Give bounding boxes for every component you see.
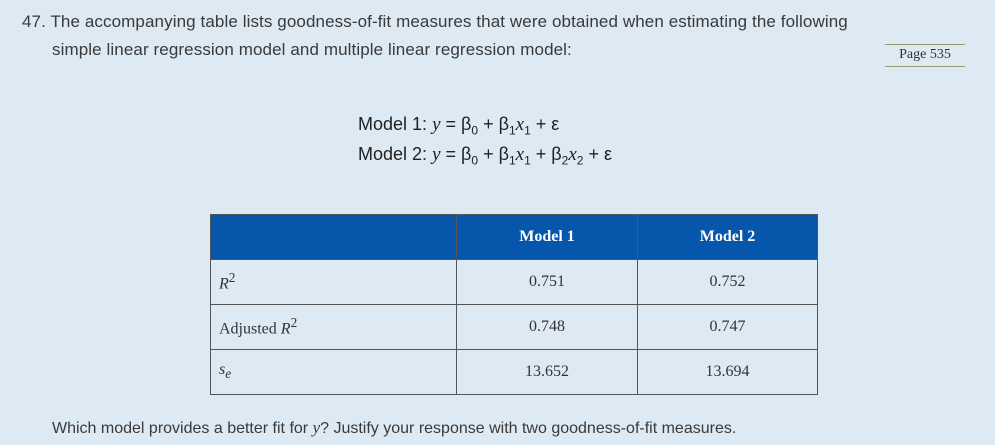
row-label-adjusted-r-squared: Adjusted R2 [210,304,457,350]
row-label-r-squared: R2 [210,259,457,305]
table-row-adjusted-r-squared: Adjusted R2 0.748 0.747 [210,304,818,350]
problem-statement-line-1: 47. The accompanying table lists goodnes… [22,12,848,31]
equation-model-1-label: Model 1 [358,114,423,134]
table-header-blank [210,214,457,260]
table-row-r-squared: R2 0.751 0.752 [210,259,818,305]
table-row-standard-error: se 13.652 13.694 [210,349,818,395]
follow-up-question: Which model provides a better fit for y?… [52,418,737,437]
cell-adjusted-r-squared-model-1: 0.748 [456,304,638,350]
table-header-model-2: Model 2 [637,214,818,260]
equation-model-2: Model 2: y = β0 + β1x1 + β2x2 + ε [358,144,612,168]
problem-statement-line-2: simple linear regression model and multi… [52,40,572,59]
page-reference: Page 535 [885,44,965,67]
cell-r-squared-model-2: 0.752 [637,259,818,305]
cell-standard-error-model-1: 13.652 [456,349,638,395]
table-header-model-1: Model 1 [456,214,638,260]
row-label-standard-error: se [210,349,457,395]
equation-model-1: Model 1: y = β0 + β1x1 + ε [358,114,560,138]
cell-adjusted-r-squared-model-2: 0.747 [637,304,818,350]
equation-model-2-label: Model 2 [358,144,423,164]
cell-standard-error-model-2: 13.694 [637,349,818,395]
goodness-of-fit-table: Model 1 Model 2 R2 0.751 0.752 Adjusted … [210,214,818,395]
table-header-row: Model 1 Model 2 [210,214,818,260]
cell-r-squared-model-1: 0.751 [456,259,638,305]
